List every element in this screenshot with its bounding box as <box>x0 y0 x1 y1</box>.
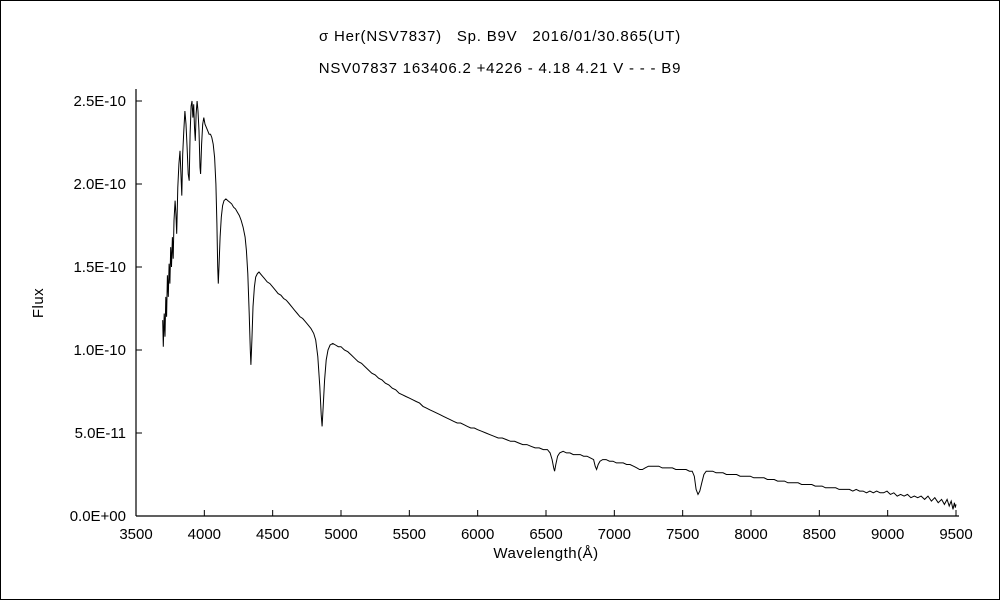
x-tick-label: 7000 <box>598 526 631 543</box>
x-tick-label: 5000 <box>324 526 357 543</box>
y-tick-label: 1.5E-10 <box>73 259 126 276</box>
y-tick-label: 1.0E-10 <box>73 342 126 359</box>
spectrum-line <box>162 100 957 510</box>
x-tick-label: 3500 <box>119 526 152 543</box>
x-tick-label: 9500 <box>939 526 972 543</box>
x-tick-label: 6500 <box>529 526 562 543</box>
y-tick-label: 5.0E-11 <box>75 425 126 442</box>
x-tick-label: 7500 <box>666 526 699 543</box>
y-tick-label: 2.0E-10 <box>73 176 126 193</box>
x-tick-label: 9000 <box>871 526 904 543</box>
y-tick-label: 2.5E-10 <box>73 93 126 110</box>
x-tick-label: 4000 <box>188 526 221 543</box>
x-axis-ticks: 3500 4000 4500 5000 5500 6000 6500 7000 7500 8000… <box>119 510 973 543</box>
chart-title-line1: σ Her(NSV7837) Sp. B9V 2016/01/30.865(UT… <box>318 28 682 45</box>
x-tick-label: 8500 <box>803 526 836 543</box>
x-tick-label: 8000 <box>734 526 767 543</box>
x-tick-label: 4500 <box>256 526 289 543</box>
y-tick-label: 0.0E+00 <box>70 508 126 525</box>
y-axis-label: Flux <box>30 288 47 318</box>
chart-title-line2: NSV07837 163406.2 +4226 - 4.18 4.21 V - … <box>318 60 682 77</box>
x-tick-label: 5500 <box>393 526 426 543</box>
x-axis-label: Wavelength(Å) <box>493 545 598 562</box>
y-axis-ticks: 0.0E+00 5.0E-11 1.0E-10 1.5E-10 2.0E-10 2.5E-… <box>70 93 142 525</box>
x-tick-label: 6000 <box>461 526 494 543</box>
